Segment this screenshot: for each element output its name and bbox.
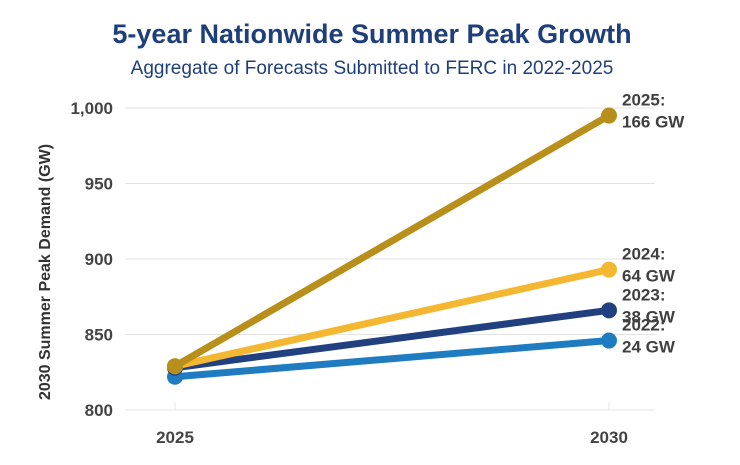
y-tick-label: 1,000 [70,99,113,118]
data-point-2023-2030 [601,302,617,319]
annotation-year-2024: 2024: [622,245,665,264]
annotation-growth-2023: 38 GW [622,307,676,326]
y-tick-label: 900 [85,250,113,269]
annotation-year-2025: 2025: [622,91,665,110]
y-axis-label: 2030 Summer Peak Demand (GW) [37,144,54,400]
series-2025 [167,107,617,375]
data-point-2025-2030 [601,107,617,124]
annotation-year-2023: 2023: [622,285,665,304]
x-tick-label: 2025 [156,428,194,447]
annotation-year-2022: 2022: [622,316,665,335]
y-tick-label: 800 [85,401,113,420]
annotation-growth-2025: 166 GW [622,113,685,132]
series-line-2022 [171,337,613,381]
gridlines [125,107,655,411]
annotation-growth-2022: 24 GW [622,338,676,357]
data-point-2025-2025 [167,358,183,375]
series-line-2024 [171,266,613,370]
series-line-2023 [171,306,613,372]
series-group [167,107,617,385]
y-tick-label: 950 [85,175,113,194]
x-axis-ticks: 2025 2030 [156,428,628,447]
series-line-2025 [171,112,613,370]
chart-title: 5-year Nationwide Summer Peak Growth [112,19,631,49]
annotation-growth-2024: 64 GW [622,267,676,286]
x-tick-label: 2030 [590,428,628,447]
series-2023 [167,302,617,376]
y-axis-ticks: 800 850 900 950 1,000 [70,99,113,420]
chart-subtitle: Aggregate of Forecasts Submitted to FERC… [131,58,614,79]
y-tick-label: 850 [85,326,113,345]
series-annotations: 2022: 24 GW 2023: 38 GW 2024: 64 GW 2025: 166 G… [622,91,685,357]
data-point-2024-2030 [601,261,617,278]
data-point-2022-2030 [601,332,617,349]
